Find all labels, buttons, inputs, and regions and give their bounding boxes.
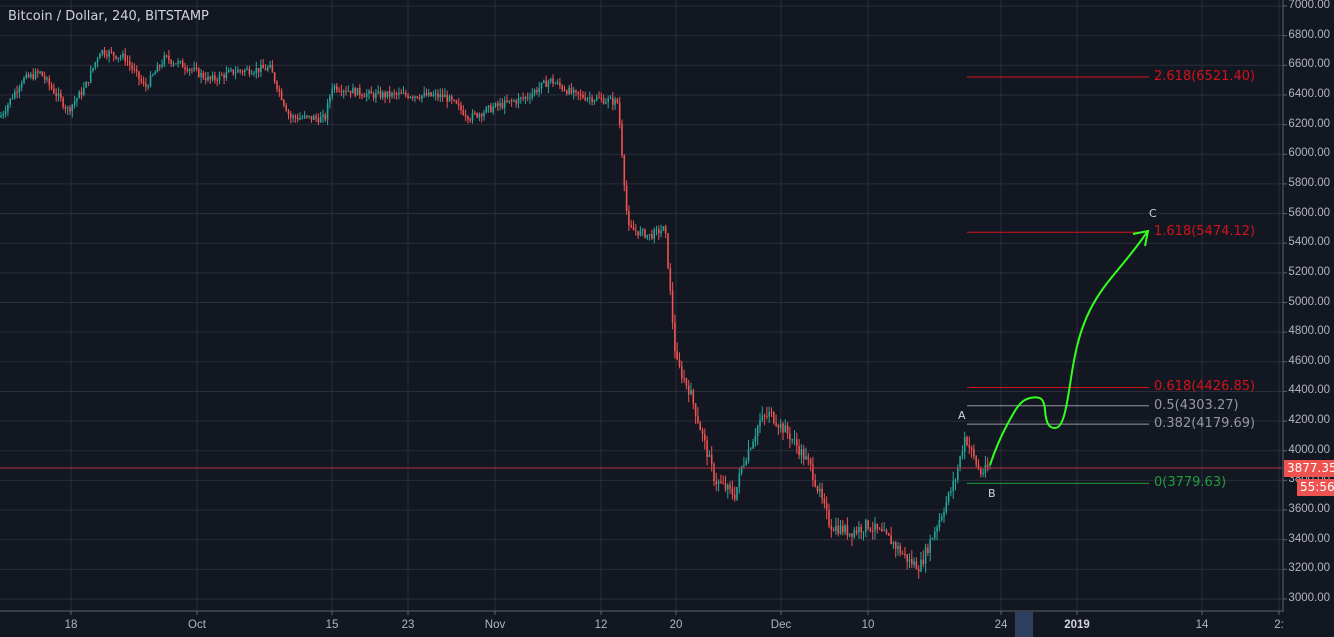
price-tick-label: 3400.00 — [1288, 532, 1330, 545]
last-price-badge: 3877.35 — [1284, 460, 1334, 477]
price-tick-label: 6000.00 — [1288, 147, 1330, 160]
time-tick-label: 15 — [325, 619, 339, 631]
price-tick-label: 7000.00 — [1288, 0, 1330, 11]
point-label-c: C — [1149, 207, 1157, 220]
price-tick-label: 5800.00 — [1288, 176, 1330, 189]
candlestick-series — [0, 46, 991, 579]
price-tick-label: 5000.00 — [1288, 295, 1330, 308]
time-tick-label: Oct — [188, 619, 206, 631]
fib-level-label: 0(3779.63) — [1154, 475, 1227, 491]
chart-title: Bitcoin / Dollar, 240, BITSTAMP — [8, 9, 209, 24]
price-tick-label: 6800.00 — [1288, 28, 1330, 41]
price-tick-label: 5200.00 — [1288, 265, 1330, 278]
time-tick-label: 2019 — [1064, 619, 1090, 631]
arrow-head-icon — [1132, 229, 1150, 247]
price-tick-label: 4400.00 — [1288, 384, 1330, 397]
price-tick-label: 6200.00 — [1288, 117, 1330, 130]
price-tick-label: 4800.00 — [1288, 325, 1330, 338]
fib-level-label: 0.5(4303.27) — [1154, 397, 1239, 413]
time-tick-label: Dec — [770, 619, 792, 631]
price-tick-label: 6400.00 — [1288, 87, 1330, 100]
time-tick-label: 14 — [1195, 619, 1209, 631]
time-tick-label: 20 — [669, 619, 683, 631]
fib-level-label: 0.382(4179.69) — [1154, 416, 1256, 432]
fib-level-label: 1.618(5474.12) — [1154, 224, 1256, 240]
price-tick-label: 3200.00 — [1288, 562, 1330, 575]
time-tick-label: Nov — [484, 619, 506, 631]
countdown-badge: 55:56 — [1297, 479, 1334, 496]
price-tick-label: 3600.00 — [1288, 503, 1330, 516]
price-tick-label: 4000.00 — [1288, 443, 1330, 456]
time-tick-label: 24 — [994, 619, 1008, 631]
time-tick-label: 18 — [64, 619, 78, 631]
time-tick-label: 10 — [861, 619, 875, 631]
projection-curve[interactable] — [989, 231, 1148, 466]
price-tick-label: 6600.00 — [1288, 58, 1330, 71]
fib-level-label: 2.618(6521.40) — [1154, 68, 1256, 84]
time-tick-label: 2: — [1274, 619, 1284, 631]
fib-extension-lines[interactable] — [967, 76, 1149, 484]
price-tick-label: 4600.00 — [1288, 354, 1330, 367]
point-label-b: B — [988, 487, 996, 500]
point-label-a: A — [958, 409, 966, 422]
time-tick-label: 23 — [401, 619, 415, 631]
price-tick-label: 4200.00 — [1288, 414, 1330, 427]
price-tick-label: 5600.00 — [1288, 206, 1330, 219]
price-tick-label: 5400.00 — [1288, 236, 1330, 249]
time-axis-highlight — [1015, 612, 1033, 637]
price-tick-label: 3000.00 — [1288, 592, 1330, 604]
grid-lines — [0, 0, 1287, 615]
fib-level-label: 0.618(4426.85) — [1154, 379, 1256, 395]
time-tick-label: 12 — [594, 619, 608, 631]
